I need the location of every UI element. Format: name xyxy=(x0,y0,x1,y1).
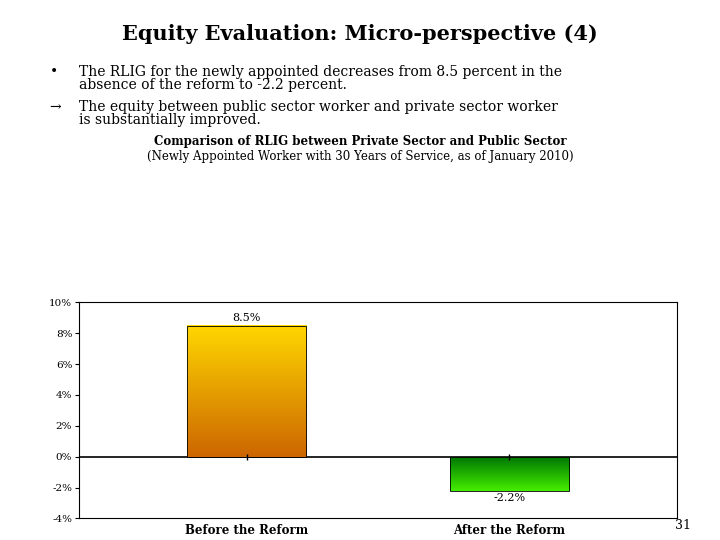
Text: •: • xyxy=(50,65,68,79)
Text: absence of the reform to -2.2 percent.: absence of the reform to -2.2 percent. xyxy=(79,78,347,92)
Text: (Newly Appointed Worker with 30 Years of Service, as of January 2010): (Newly Appointed Worker with 30 Years of… xyxy=(147,150,573,163)
Text: The equity between public sector worker and private sector worker: The equity between public sector worker … xyxy=(79,100,558,114)
Text: Comparison of RLIG between Private Sector and Public Sector: Comparison of RLIG between Private Secto… xyxy=(153,135,567,148)
Text: The RLIG for the newly appointed decreases from 8.5 percent in the: The RLIG for the newly appointed decreas… xyxy=(79,65,562,79)
Text: is substantially improved.: is substantially improved. xyxy=(79,113,261,127)
Text: Equity Evaluation: Micro-perspective (4): Equity Evaluation: Micro-perspective (4) xyxy=(122,24,598,44)
Text: →: → xyxy=(50,100,66,114)
Text: 31: 31 xyxy=(675,519,691,532)
Text: 8.5%: 8.5% xyxy=(233,313,261,323)
Bar xyxy=(450,457,570,491)
Text: -2.2%: -2.2% xyxy=(493,493,526,503)
Bar xyxy=(186,326,306,457)
